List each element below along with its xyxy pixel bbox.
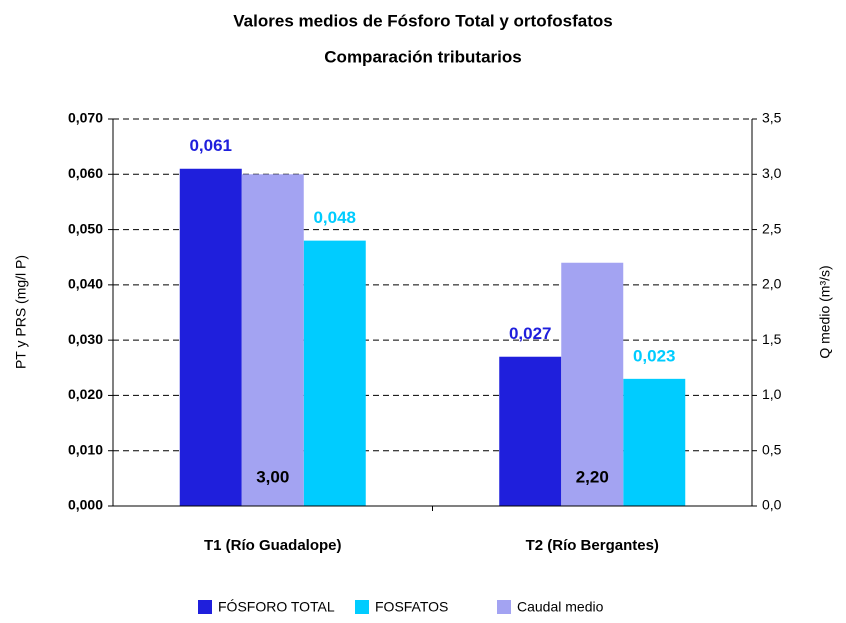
bar bbox=[499, 356, 562, 506]
y-tick-label: 0,060 bbox=[68, 165, 103, 181]
legend-label: FÓSFORO TOTAL bbox=[218, 599, 335, 615]
y2-tick-label: 2,5 bbox=[762, 220, 782, 236]
legend-swatch bbox=[497, 600, 511, 614]
x-tick-label: T2 (Río Bergantes) bbox=[526, 537, 659, 554]
y-tick-label: 0,010 bbox=[68, 441, 103, 457]
y-tick-label: 0,030 bbox=[68, 331, 103, 347]
legend-swatch bbox=[198, 600, 212, 614]
y-tick-label: 0,020 bbox=[68, 386, 103, 402]
y-axis-label: PT y PRS (mg/l P) bbox=[13, 255, 29, 369]
y2-axis-label: Q medio (m³/s) bbox=[817, 265, 833, 358]
y2-tick-label: 3,0 bbox=[762, 165, 782, 181]
x-tick-label: T1 (Río Guadalope) bbox=[204, 537, 342, 554]
y-tick-label: 0,070 bbox=[68, 110, 103, 126]
bar bbox=[241, 174, 304, 507]
y-tick-label: 0,050 bbox=[68, 220, 103, 236]
y2-tick-label: 3,5 bbox=[762, 110, 782, 126]
y-tick-label: 0,040 bbox=[68, 276, 103, 292]
chart-subtitle: Comparación tributarios bbox=[324, 47, 521, 66]
bar bbox=[179, 168, 242, 506]
y-tick-label: 0,000 bbox=[68, 497, 103, 513]
y2-tick-label: 1,5 bbox=[762, 331, 782, 347]
bar bbox=[623, 378, 686, 506]
data-label: 0,061 bbox=[189, 136, 232, 155]
legend-swatch bbox=[355, 600, 369, 614]
bar bbox=[561, 262, 624, 506]
data-label: 3,00 bbox=[256, 467, 289, 486]
data-label: 0,048 bbox=[313, 208, 356, 227]
legend-label: FOSFATOS bbox=[375, 599, 448, 615]
data-label: 0,023 bbox=[633, 346, 676, 365]
data-label: 0,027 bbox=[509, 324, 552, 343]
bar bbox=[303, 240, 366, 506]
data-label: 2,20 bbox=[576, 467, 609, 486]
legend-label: Caudal medio bbox=[517, 599, 604, 615]
chart-title: Valores medios de Fósforo Total y ortofo… bbox=[233, 11, 612, 30]
y2-tick-label: 1,0 bbox=[762, 386, 782, 402]
y2-tick-label: 0,0 bbox=[762, 497, 782, 513]
y2-tick-label: 0,5 bbox=[762, 441, 782, 457]
y2-tick-label: 2,0 bbox=[762, 276, 782, 292]
